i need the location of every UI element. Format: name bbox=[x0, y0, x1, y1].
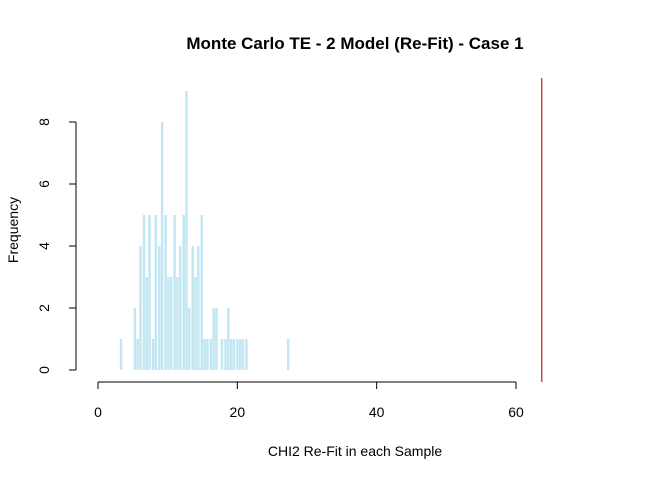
x-tick-label: 40 bbox=[369, 404, 385, 420]
histogram-bar bbox=[215, 308, 218, 370]
x-tick-label: 60 bbox=[508, 404, 524, 420]
histogram-bar bbox=[169, 277, 173, 370]
x-axis: 0 20 40 60 bbox=[94, 381, 524, 420]
histogram-bar bbox=[209, 339, 213, 370]
y-tick-label: 4 bbox=[36, 242, 52, 250]
histogram-bar bbox=[119, 339, 123, 370]
histogram-bar bbox=[224, 339, 227, 370]
y-tick-label: 0 bbox=[36, 366, 52, 374]
histogram-bar bbox=[194, 277, 197, 370]
histogram-bar bbox=[185, 91, 188, 370]
x-tick-label: 20 bbox=[230, 404, 246, 420]
histogram-bar bbox=[160, 122, 164, 370]
bars-group bbox=[119, 91, 290, 370]
histogram-bar bbox=[229, 339, 233, 370]
histogram-bar bbox=[164, 215, 167, 370]
histogram-bar bbox=[167, 277, 170, 370]
histogram-bar bbox=[191, 246, 194, 370]
histogram-bar bbox=[286, 339, 290, 370]
histogram-bar bbox=[236, 339, 239, 370]
histogram-bar bbox=[241, 339, 245, 370]
histogram-bar bbox=[197, 246, 200, 370]
histogram-bar bbox=[145, 277, 148, 370]
x-tick-label: 0 bbox=[94, 404, 102, 420]
histogram-bar bbox=[188, 308, 191, 370]
histogram-bar bbox=[232, 339, 236, 370]
histogram-bar bbox=[212, 308, 215, 370]
histogram-bar bbox=[151, 339, 155, 370]
histogram-bar bbox=[133, 308, 137, 370]
histogram-bar bbox=[227, 308, 230, 370]
chart-title: Monte Carlo TE - 2 Model (Re-Fit) - Case… bbox=[186, 34, 523, 53]
histogram-bar bbox=[158, 246, 161, 370]
histogram-bar bbox=[136, 339, 139, 370]
x-axis-label: CHI2 Re-Fit in each Sample bbox=[268, 443, 443, 459]
histogram-bar bbox=[182, 215, 185, 370]
y-tick-label: 6 bbox=[36, 180, 52, 188]
histogram-bar bbox=[238, 339, 242, 370]
histogram-bar bbox=[220, 339, 224, 370]
y-tick-label: 2 bbox=[36, 304, 52, 312]
histogram-bar bbox=[178, 246, 182, 370]
y-axis: 0 2 4 6 8 bbox=[36, 118, 77, 374]
histogram-bar bbox=[173, 215, 176, 370]
histogram-bar bbox=[203, 339, 206, 370]
histogram-bar bbox=[139, 246, 142, 370]
histogram-bar bbox=[148, 215, 151, 370]
histogram-bar bbox=[176, 277, 179, 370]
histogram-bar bbox=[200, 215, 204, 370]
histogram-bar bbox=[142, 215, 146, 370]
y-axis-label: Frequency bbox=[5, 197, 21, 263]
y-tick-label: 8 bbox=[36, 118, 52, 126]
histogram-bar bbox=[154, 215, 158, 370]
histogram-bar bbox=[206, 339, 209, 370]
histogram-bar bbox=[245, 339, 248, 370]
